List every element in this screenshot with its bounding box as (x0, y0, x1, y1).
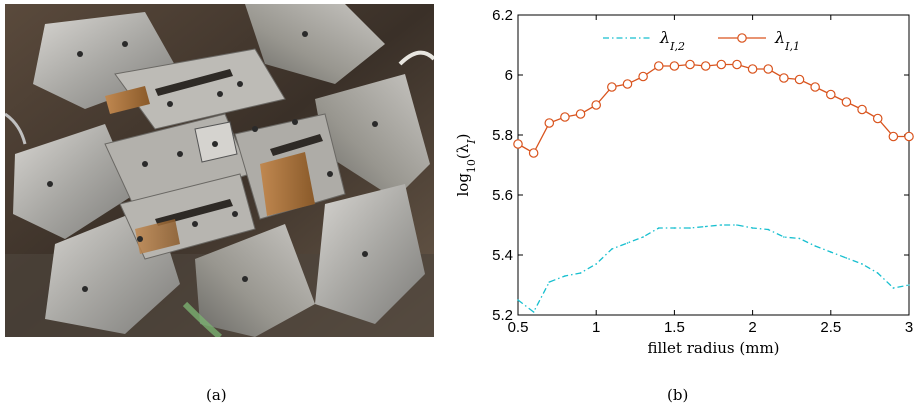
series-2-point (716, 59, 727, 70)
series-1-point (564, 275, 566, 277)
x-tick-label: 1 (592, 319, 600, 336)
series-2-point (653, 61, 664, 71)
x-axis-label: fillet radius (mm) (647, 339, 779, 357)
legend-marker-2 (737, 33, 747, 43)
series-2-point (825, 89, 836, 100)
series-1-point (579, 272, 582, 274)
series-2-point (638, 71, 648, 82)
series-1-point (704, 225, 707, 228)
series-line-1 (517, 224, 910, 313)
caption-b: (b) (667, 386, 689, 404)
line-chart: 0.5 1 1.5 2 2.5 3 5.2 5.4 5.6 5.8 6 6.2 λI,2 λI,1 fi… (454, 7, 914, 357)
y-axis-label: log10(λI) (454, 133, 478, 196)
series-2-point (763, 64, 774, 74)
series-line-2 (517, 63, 909, 154)
x-tick-label: 2 (748, 319, 756, 336)
series-2-point (591, 100, 601, 110)
caption-a: (a) (206, 386, 227, 404)
series-2-point (700, 61, 711, 71)
series-1-point (908, 284, 910, 286)
series-1-point (532, 311, 535, 313)
series-1-point (626, 242, 629, 244)
plate-top (114, 48, 286, 130)
series-1-point (673, 227, 676, 229)
y-tick-label: 5.8 (492, 127, 513, 144)
series-1-point (830, 251, 832, 253)
x-tick-label: 1.5 (664, 319, 685, 336)
series-1-point (798, 237, 801, 240)
legend-label-2: λI,1 (774, 28, 800, 53)
series-1-point (517, 299, 519, 301)
legend-label-1: λI,2 (659, 28, 685, 53)
y-tick-label: 6.2 (492, 7, 513, 24)
block-left (13, 124, 135, 239)
series-2-point (685, 59, 695, 70)
x-tick-label: 3 (905, 319, 913, 336)
block-bottom-right (315, 184, 425, 324)
series-1-point (876, 272, 879, 274)
series-1-point (751, 227, 754, 229)
machine-photo (5, 4, 434, 337)
copper-plate-left (105, 86, 150, 114)
series-1-point (814, 245, 816, 247)
y-tick-label: 5.2 (492, 307, 513, 324)
series-2-point (888, 131, 899, 142)
series-1-point (595, 263, 597, 265)
x-tick-label: 2.5 (820, 319, 841, 336)
y-tick-label: 5.4 (492, 247, 513, 264)
series-1-point (689, 227, 691, 229)
series-1-point (861, 263, 863, 265)
block-bottom-center (195, 224, 315, 337)
x-tick-label: 0.5 (508, 319, 529, 336)
plot-frame (517, 14, 910, 316)
series-1-point (657, 227, 660, 229)
series-2-point (513, 139, 523, 149)
y-tick-label: 5.6 (492, 187, 513, 204)
series-2-point (794, 74, 805, 85)
series-1-point (767, 228, 770, 231)
series-1-point (611, 248, 613, 250)
series-2-point (575, 109, 586, 119)
series-1-point (845, 257, 848, 259)
series-2-point (669, 61, 680, 71)
series-2-point (872, 113, 883, 124)
series-2-point (747, 64, 758, 74)
series-2-point (779, 73, 789, 83)
series-2-point (841, 97, 852, 107)
series-1-point (736, 224, 738, 226)
series-2-point (560, 112, 570, 122)
series-1-point (642, 236, 644, 238)
series-2-point (622, 79, 633, 89)
series-2-point (904, 131, 914, 142)
series-2-point (732, 59, 742, 70)
series-2-point (857, 104, 867, 115)
series-2-point (544, 118, 555, 128)
y-tick-label: 6 (505, 67, 513, 84)
series-1-point (720, 224, 723, 226)
series-1-point (892, 287, 895, 289)
series-2-point (607, 82, 617, 92)
bolts (47, 31, 378, 292)
block-top-right (245, 4, 385, 84)
series-1-point (783, 236, 785, 238)
series-1-point (548, 281, 551, 283)
series-2-point (528, 148, 539, 158)
series-2-point (810, 82, 820, 92)
copper-plate-right (260, 152, 315, 216)
block-right (315, 74, 430, 199)
